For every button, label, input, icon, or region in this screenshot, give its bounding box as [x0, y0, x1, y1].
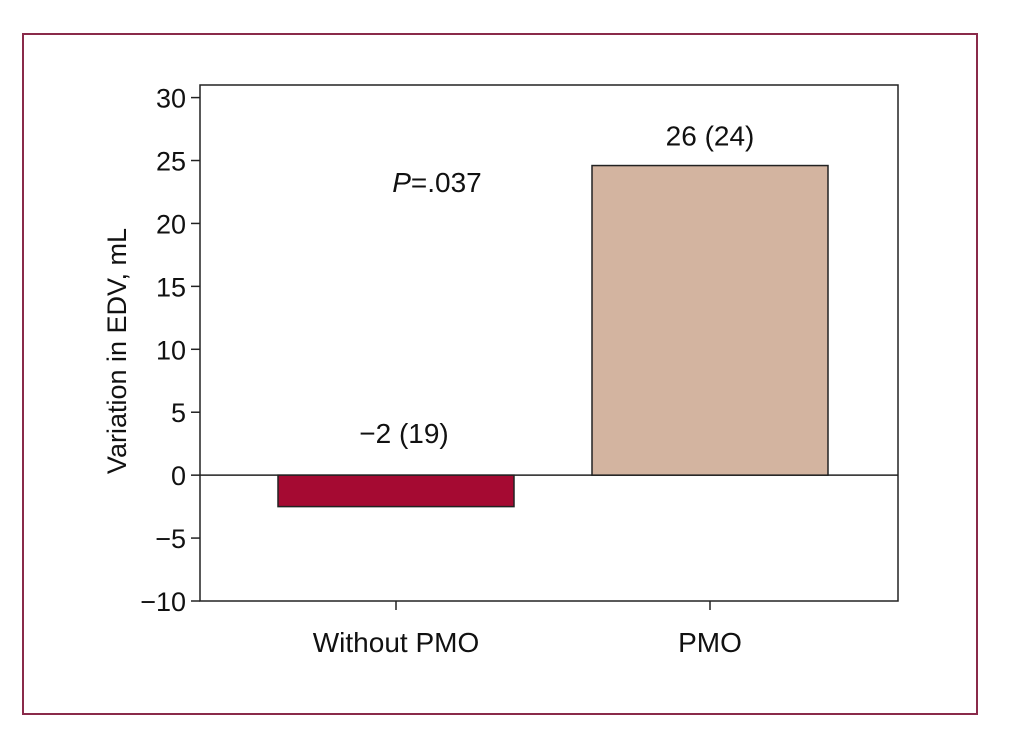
y-tick-label: 25	[156, 147, 186, 177]
bar-data-label: −2 (19)	[359, 418, 449, 449]
y-tick-label: −10	[140, 587, 186, 617]
bar	[591, 164, 829, 476]
x-category-label: Without PMO	[313, 627, 479, 658]
p-value-annotation: P=.037	[392, 167, 482, 198]
y-tick-label: −5	[155, 524, 186, 554]
p-value-symbol: P	[392, 167, 411, 198]
bar-data-label: 26 (24)	[666, 121, 755, 152]
y-axis-label: Variation in EDV, mL	[102, 228, 132, 474]
y-tick-label: 15	[156, 272, 186, 302]
figure-frame	[22, 33, 978, 715]
x-category-label: PMO	[678, 627, 742, 658]
y-tick-label: 20	[156, 209, 186, 239]
plot-area-border	[199, 84, 899, 602]
bar	[277, 474, 515, 508]
y-tick-label: 10	[156, 335, 186, 365]
y-tick-label: 5	[171, 398, 186, 428]
y-tick-label: 30	[156, 84, 186, 114]
y-tick-label: 0	[171, 461, 186, 491]
p-value-number: =.037	[411, 167, 482, 198]
